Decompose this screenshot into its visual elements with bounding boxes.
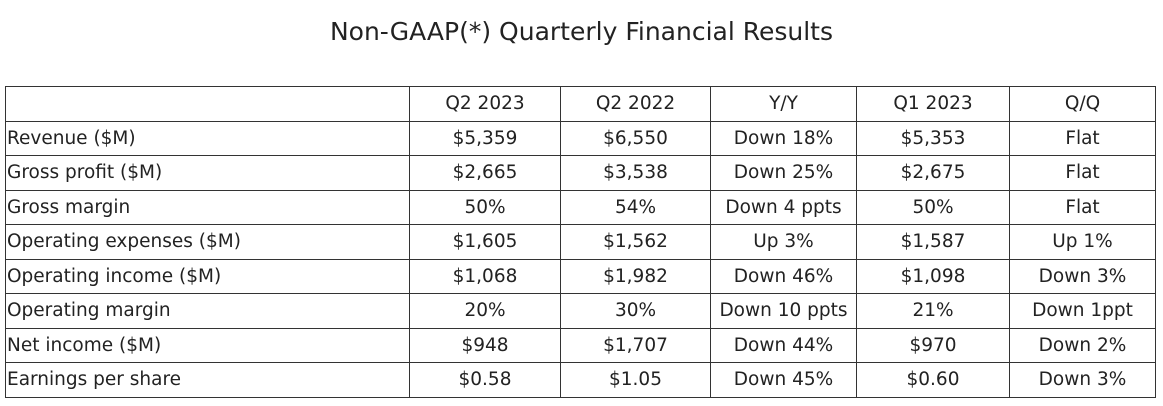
table-cell: $1,562 [560, 224, 711, 260]
table-cell: 54% [560, 189, 711, 225]
table-cell: $0.60 [856, 362, 1010, 398]
table-cell: 50% [409, 189, 561, 225]
row-label: Gross margin [5, 189, 410, 225]
header-cell-label [5, 86, 410, 122]
table-cell: Flat [1009, 189, 1156, 225]
table-cell: $1,605 [409, 224, 561, 260]
table-cell: Up 1% [1009, 224, 1156, 260]
financial-results-table: Q2 2023 Q2 2022 Y/Y Q1 2023 Q/Q Revenue … [5, 86, 1156, 398]
table-cell: $3,538 [560, 155, 711, 191]
table-row: Earnings per share $0.58 $1.05 Down 45% … [5, 362, 1156, 398]
header-cell-q2-2023: Q2 2023 [409, 86, 561, 122]
row-label: Net income ($M) [5, 327, 410, 363]
table-row: Gross profit ($M) $2,665 $3,538 Down 25%… [5, 155, 1156, 191]
table-cell: $948 [409, 327, 561, 363]
table-cell: $5,359 [409, 120, 561, 156]
table-cell: 20% [409, 293, 561, 329]
table-cell: $1,068 [409, 258, 561, 294]
table-cell: Flat [1009, 155, 1156, 191]
table-cell: Up 3% [710, 224, 857, 260]
table-cell: Down 3% [1009, 258, 1156, 294]
header-cell-qq: Q/Q [1009, 86, 1156, 122]
row-label: Operating expenses ($M) [5, 224, 410, 260]
table-cell: $970 [856, 327, 1010, 363]
table-row: Gross margin 50% 54% Down 4 ppts 50% Fla… [5, 189, 1156, 225]
table-row: Operating income ($M) $1,068 $1,982 Down… [5, 258, 1156, 294]
row-label: Operating income ($M) [5, 258, 410, 294]
table-cell: $1,982 [560, 258, 711, 294]
page-title: Non-GAAP(*) Quarterly Financial Results [329, 17, 834, 46]
table-cell: Down 10 ppts [710, 293, 857, 329]
table-cell: Down 1ppt [1009, 293, 1156, 329]
table-cell: $1,098 [856, 258, 1010, 294]
header-cell-yy: Y/Y [710, 86, 857, 122]
table-cell: 50% [856, 189, 1010, 225]
table-row: Operating expenses ($M) $1,605 $1,562 Up… [5, 224, 1156, 260]
row-label: Operating margin [5, 293, 410, 329]
table-cell: $1,707 [560, 327, 711, 363]
table-cell: $2,665 [409, 155, 561, 191]
table-cell: $5,353 [856, 120, 1010, 156]
table-cell: Down 3% [1009, 362, 1156, 398]
table-cell: $2,675 [856, 155, 1010, 191]
table-cell: 30% [560, 293, 711, 329]
table-cell: Down 4 ppts [710, 189, 857, 225]
table-cell: 21% [856, 293, 1010, 329]
table-cell: Down 44% [710, 327, 857, 363]
table-row: Net income ($M) $948 $1,707 Down 44% $97… [5, 327, 1156, 363]
table-header-row: Q2 2023 Q2 2022 Y/Y Q1 2023 Q/Q [5, 86, 1156, 122]
table-cell: $1,587 [856, 224, 1010, 260]
table-cell: Down 46% [710, 258, 857, 294]
row-label: Revenue ($M) [5, 120, 410, 156]
row-label: Earnings per share [5, 362, 410, 398]
table-cell: Down 25% [710, 155, 857, 191]
table-cell: Down 2% [1009, 327, 1156, 363]
row-label: Gross profit ($M) [5, 155, 410, 191]
header-cell-q2-2022: Q2 2022 [560, 86, 711, 122]
table-row: Operating margin 20% 30% Down 10 ppts 21… [5, 293, 1156, 329]
table-cell: Down 18% [710, 120, 857, 156]
table-cell: $6,550 [560, 120, 711, 156]
table-cell: $0.58 [409, 362, 561, 398]
table-cell: Down 45% [710, 362, 857, 398]
table-cell: Flat [1009, 120, 1156, 156]
table-cell: $1.05 [560, 362, 711, 398]
header-cell-q1-2023: Q1 2023 [856, 86, 1010, 122]
table-row: Revenue ($M) $5,359 $6,550 Down 18% $5,3… [5, 120, 1156, 156]
